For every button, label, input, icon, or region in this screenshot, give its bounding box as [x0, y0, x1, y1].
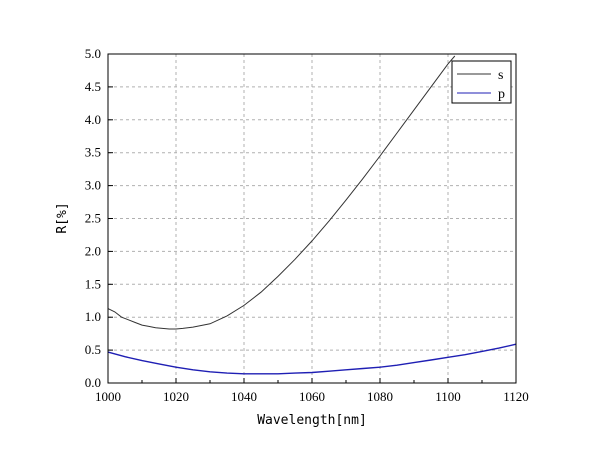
y-tick-label: 0.5	[85, 342, 101, 357]
y-tick-label: 2.0	[85, 243, 101, 258]
series-line-s	[107, 55, 456, 330]
y-tick-label: 3.5	[85, 145, 101, 160]
legend: s p	[451, 60, 512, 104]
y-axis-title: R[%]	[55, 202, 70, 233]
y-tick-label: 5.0	[85, 46, 101, 61]
y-tick-label: 4.0	[85, 112, 101, 127]
series-layer	[107, 55, 517, 375]
y-tick-label: 0.0	[85, 375, 101, 390]
x-tick-label: 1020	[163, 389, 189, 404]
ticks: 1000 1020 1040 1060 1080 1100 1120 0.0 0.5 1.0 1.5…	[85, 46, 529, 404]
x-tick-label: 1000	[95, 389, 121, 404]
y-tick-label: 3.0	[85, 178, 101, 193]
x-tick-label: 1060	[299, 389, 325, 404]
y-tick-label: 4.5	[85, 79, 101, 94]
x-tick-label: 1080	[367, 389, 393, 404]
grid	[108, 54, 516, 383]
legend-box	[451, 60, 512, 104]
legend-label-p: p	[498, 87, 505, 102]
y-tick-label: 1.5	[85, 276, 101, 291]
x-tick-label: 1120	[503, 389, 529, 404]
y-tick-label: 1.0	[85, 309, 101, 324]
x-tick-label: 1040	[231, 389, 257, 404]
legend-label-s: s	[498, 68, 503, 83]
x-tick-label: 1100	[435, 389, 461, 404]
y-tick-label: 2.5	[85, 211, 101, 226]
series-line-p	[107, 343, 517, 375]
x-axis-title: Wavelength[nm]	[257, 413, 367, 428]
